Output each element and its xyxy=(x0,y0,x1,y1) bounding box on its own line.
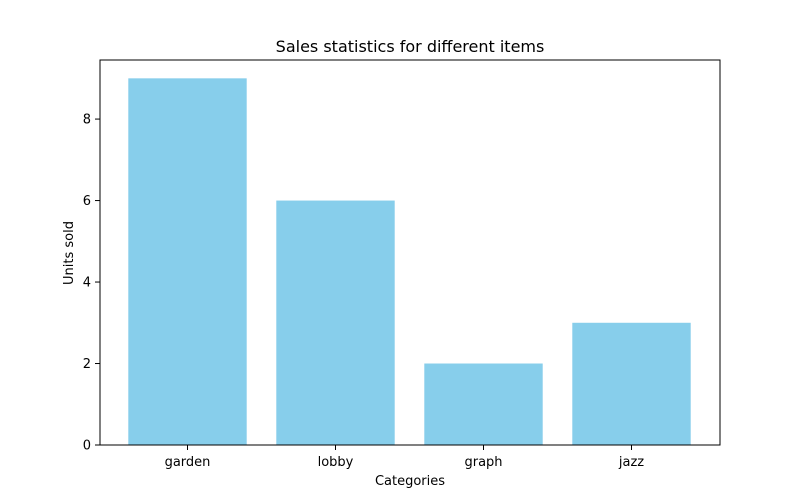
y-tick-label-0: 0 xyxy=(83,439,91,454)
x-axis-ticks: garden lobby graph jazz xyxy=(165,445,644,470)
y-tick-label-4: 4 xyxy=(83,276,91,291)
bar-graph xyxy=(424,363,543,445)
x-tick-label-jazz: jazz xyxy=(618,455,644,470)
y-axis-ticks: 0 2 4 6 8 xyxy=(83,113,100,454)
y-tick-label-6: 6 xyxy=(83,194,91,209)
y-tick-label-2: 2 xyxy=(83,357,91,372)
x-tick-label-garden: garden xyxy=(165,455,211,470)
bar-garden xyxy=(128,78,247,445)
bar-jazz xyxy=(572,322,691,445)
bar-lobby xyxy=(276,200,395,445)
chart-title: Sales statistics for different items xyxy=(276,37,545,56)
x-tick-label-graph: graph xyxy=(464,455,502,470)
bars-group xyxy=(128,78,691,445)
y-tick-label-8: 8 xyxy=(83,113,91,128)
y-axis-label: Units sold xyxy=(62,221,77,285)
x-axis-label: Categories xyxy=(375,474,445,489)
x-tick-label-lobby: lobby xyxy=(318,455,354,470)
plot-frame xyxy=(99,59,721,446)
